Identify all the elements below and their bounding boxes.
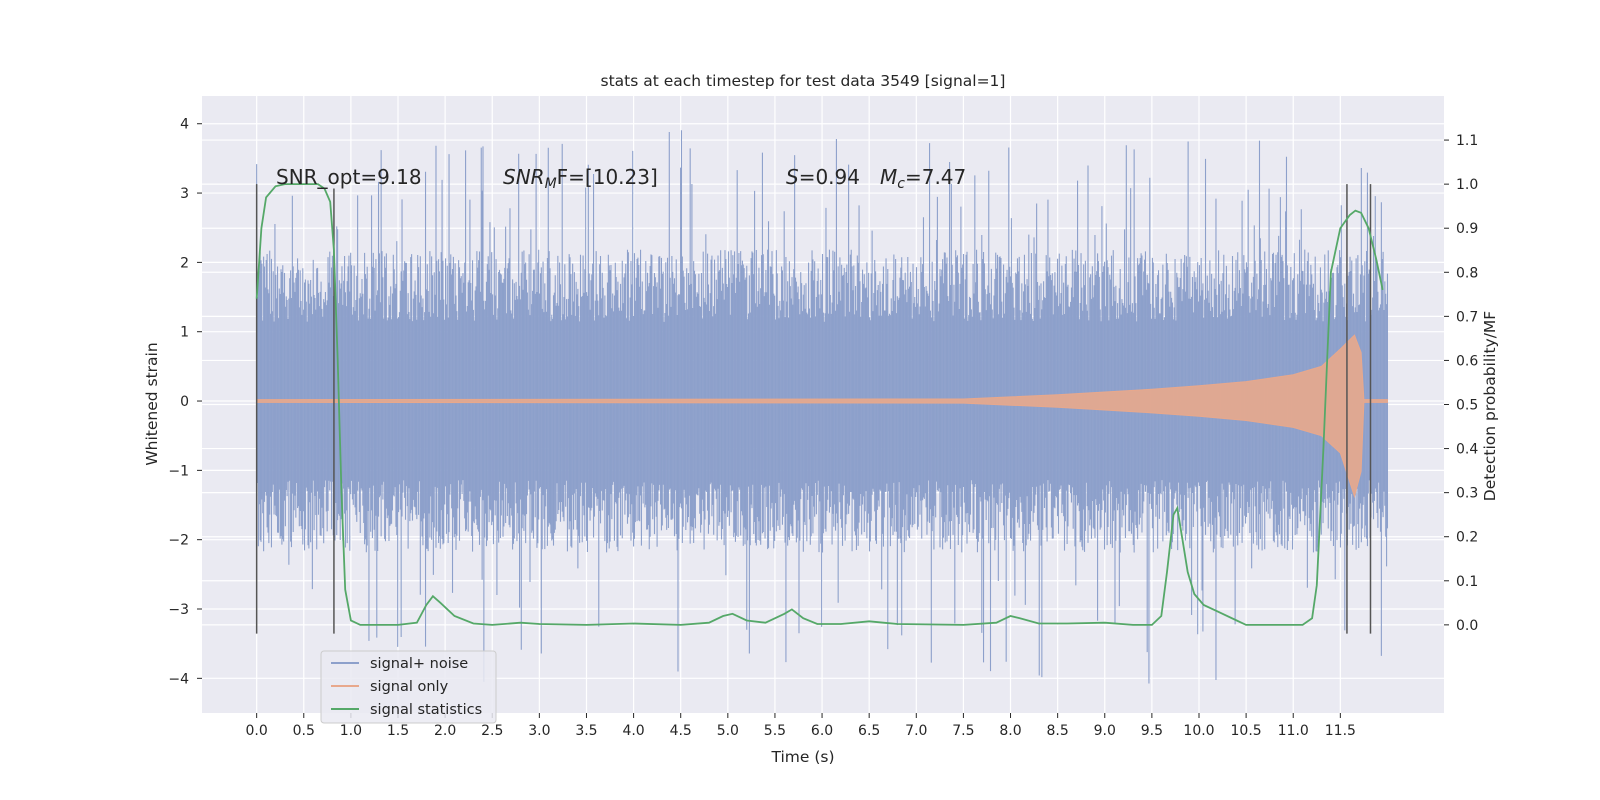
y-tick-label-right: 0.9 (1456, 221, 1478, 237)
x-tick-label: 2.5 (481, 723, 503, 739)
x-tick-label: 8.5 (1047, 723, 1069, 739)
x-tick-label: 10.0 (1183, 723, 1214, 739)
annotation-mc-main: M (880, 165, 897, 189)
annotation-snr-mf-rest: F=[10.23] (557, 165, 658, 189)
annotation-mc-sub: c (897, 176, 905, 192)
legend-label-signal-noise: signal+ noise (370, 656, 468, 672)
y-tick-label-left: −4 (168, 671, 189, 687)
x-tick-label: 1.0 (340, 723, 362, 739)
y-tick-label-right: 0.0 (1456, 618, 1478, 634)
y-tick-label-left: 3 (180, 186, 189, 202)
x-tick-label: 3.0 (528, 723, 550, 739)
x-tick-label: 0.0 (246, 723, 268, 739)
y-tick-label-right: 0.1 (1456, 574, 1478, 590)
x-tick-label: 5.5 (764, 723, 786, 739)
x-tick-label: 1.5 (387, 723, 409, 739)
x-tick-label: 2.0 (434, 723, 456, 739)
y-tick-label-right: 0.3 (1456, 486, 1478, 502)
annotation-s: S=0.94 (786, 165, 860, 189)
legend-label-signal-only: signal only (370, 679, 449, 695)
y-tick-label-left: 1 (180, 325, 189, 341)
annotation-snr-mf-sub: M (545, 176, 557, 192)
series-signal-statistics (255, 183, 1384, 626)
y-tick-label-right: 0.4 (1456, 442, 1478, 458)
annotation-s-main: S (786, 165, 799, 189)
y-tick-label-right: 0.5 (1456, 398, 1478, 414)
y-tick-label-right: 0.8 (1456, 265, 1478, 281)
series-signal-only (256, 334, 1388, 499)
y-tick-label-right: 1.1 (1456, 133, 1478, 149)
x-tick-label: 11.5 (1325, 723, 1356, 739)
x-tick-label: 5.0 (717, 723, 739, 739)
annotation-snr-mf: SNRMF=[10.23] (503, 165, 658, 192)
y-axis-label-left: Whitened strain (143, 342, 161, 465)
x-tick-label: 9.0 (1094, 723, 1116, 739)
annotation-mc-rest: =7.47 (905, 165, 966, 189)
x-tick-label: 9.5 (1141, 723, 1163, 739)
x-tick-label: 11.0 (1278, 723, 1309, 739)
y-tick-label-right: 0.2 (1456, 530, 1478, 546)
x-tick-label: 7.5 (952, 723, 974, 739)
y-tick-label-left: −1 (168, 463, 189, 479)
x-tick-label: 8.0 (999, 723, 1021, 739)
y-tick-label-left: 2 (180, 255, 189, 271)
y-tick-label-right: 0.7 (1456, 309, 1478, 325)
y-tick-label-right: 0.6 (1456, 353, 1478, 369)
data-layer (255, 130, 1389, 684)
x-tick-label: 4.5 (670, 723, 692, 739)
y-tick-label-left: 4 (180, 117, 189, 133)
y-tick-label-left: −3 (168, 602, 189, 618)
annotation-snr-mf-main: SNR (503, 165, 545, 189)
x-tick-label: 6.0 (811, 723, 833, 739)
x-tick-label: 10.5 (1231, 723, 1262, 739)
legend: signal+ noise signal only signal statist… (320, 650, 497, 724)
x-tick-label: 6.5 (858, 723, 880, 739)
annotation-s-rest: =0.94 (799, 165, 860, 189)
annotation-mc: Mc=7.47 (880, 165, 966, 192)
y-tick-label-left: 0 (180, 394, 189, 410)
legend-box (320, 650, 497, 724)
y-tick-label-right: 1.0 (1456, 177, 1478, 193)
y-axis-label-right: Detection probability/MF (1481, 311, 1499, 502)
chart-title: stats at each timestep for test data 354… (601, 72, 1006, 90)
y-tick-label-left: −2 (168, 533, 189, 549)
annotation-snr-opt: SNR_opt=9.18 (276, 165, 422, 189)
legend-label-signal-statistics: signal statistics (370, 702, 482, 718)
axes: 0.0 0.5 1.0 1.5 2.0 2.5 3.0 3.5 4.0 4.5 5.0 5.5 6.0 6… (168, 117, 1478, 739)
x-tick-label: 7.0 (905, 723, 927, 739)
x-axis-label: Time (s) (770, 748, 834, 766)
x-tick-label: 0.5 (293, 723, 315, 739)
x-tick-label: 4.0 (622, 723, 644, 739)
x-tick-label: 3.5 (575, 723, 597, 739)
